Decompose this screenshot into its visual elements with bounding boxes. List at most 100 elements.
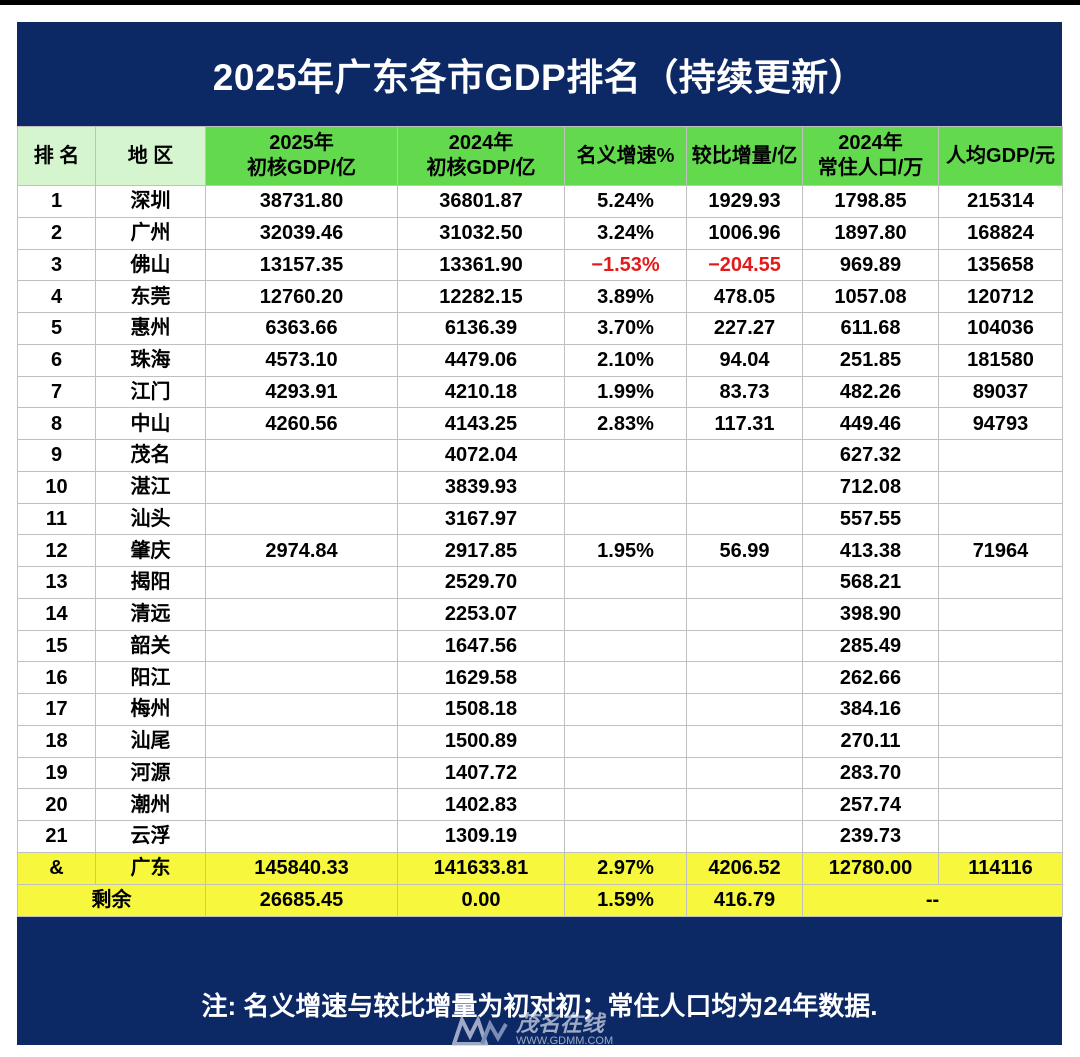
cell-rank: 10 [17, 470, 96, 504]
cell-gdp-2024: 2917.85 [397, 534, 565, 567]
cell-increase [686, 597, 803, 631]
cell-gdp-2024: 4072.04 [397, 439, 565, 472]
cell-gdp-2024: 31032.50 [397, 216, 565, 250]
cell-increase: 83.73 [686, 375, 803, 409]
cell-gdp-2025 [205, 470, 398, 504]
cell-population: 1057.08 [802, 280, 939, 313]
remainder-row: 剩余 26685.45 0.00 1.59% 416.79 -- [17, 883, 1063, 917]
table-row: 13 揭阳 2529.70 568.21 [17, 566, 1063, 599]
cell-growth: 3.70% [564, 312, 687, 345]
cell-population: 712.08 [802, 470, 939, 504]
header-population-line2: 常住人口/万 [817, 157, 924, 179]
watermark-url: WWW.GDMM.COM [516, 1035, 614, 1047]
cell-population: 449.46 [802, 407, 939, 440]
table-row: 18 汕尾 1500.89 270.11 [17, 724, 1063, 758]
cell-population: 285.49 [802, 629, 939, 663]
cell-growth [564, 597, 687, 631]
cell-per-capita: 104036 [938, 312, 1063, 345]
cell-region: 江门 [95, 375, 206, 409]
cell-gdp-2024: 1402.83 [397, 788, 565, 821]
header-rank: 排 名 [17, 126, 96, 186]
cell-rank: 12 [17, 534, 96, 567]
cell-per-capita [938, 724, 1063, 758]
cell-gdp-2025: 4573.10 [205, 343, 398, 377]
cell-gdp-2025 [205, 788, 398, 821]
cell-growth [564, 566, 687, 599]
cell-increase: 478.05 [686, 280, 803, 313]
top-border-line [0, 0, 1080, 5]
cell-region: 中山 [95, 407, 206, 440]
remainder-gdp-2024: 0.00 [397, 883, 565, 917]
cell-region: 韶关 [95, 629, 206, 663]
cell-gdp-2025 [205, 566, 398, 599]
cell-increase: 1929.93 [686, 185, 803, 218]
header-population-line1: 2024年 [838, 132, 903, 154]
table-row: 7 江门 4293.91 4210.18 1.99% 83.73 482.26 89037 [17, 375, 1063, 409]
cell-region: 茂名 [95, 439, 206, 472]
cell-per-capita [938, 597, 1063, 631]
footnote: 注: 名义增速与较比增量为初对初；常住人口均为24年数据. [201, 991, 878, 1021]
cell-population: 283.70 [802, 756, 939, 790]
cell-population: 1897.80 [802, 216, 939, 250]
cell-population: 251.85 [802, 343, 939, 377]
cell-growth [564, 788, 687, 821]
cell-growth [564, 724, 687, 758]
watermark: 茂名在线 WWW.GDMM.COM [452, 1013, 613, 1047]
cell-gdp-2024: 2529.70 [397, 566, 565, 599]
cell-gdp-2025 [205, 693, 398, 726]
cell-rank: 5 [17, 312, 96, 345]
cell-rank: 21 [17, 820, 96, 853]
cell-region: 汕头 [95, 502, 206, 536]
table-row: 12 肇庆 2974.84 2917.85 1.95% 56.99 413.38 71964 [17, 534, 1063, 567]
cell-population: 270.11 [802, 724, 939, 758]
cell-region: 珠海 [95, 343, 206, 377]
cell-rank: 19 [17, 756, 96, 790]
cell-gdp-2025: 4293.91 [205, 375, 398, 409]
cell-region: 梅州 [95, 693, 206, 726]
table-row: 11 汕头 3167.97 557.55 [17, 502, 1063, 536]
cell-population: 1798.85 [802, 185, 939, 218]
cell-gdp-2024: 13361.90 [397, 248, 565, 282]
cell-population: 384.16 [802, 693, 939, 726]
watermark-name: 茂名在线 [516, 1011, 605, 1036]
cell-region: 惠州 [95, 312, 206, 345]
cell-increase [686, 820, 803, 853]
cell-increase: −204.55 [686, 248, 803, 282]
total-row: & 广东 145840.33 141633.81 2.97% 4206.52 1… [17, 851, 1063, 885]
cell-gdp-2025: 13157.35 [205, 248, 398, 282]
cell-rank: 11 [17, 502, 96, 536]
cell-gdp-2025: 4260.56 [205, 407, 398, 440]
cell-increase: 227.27 [686, 312, 803, 345]
cell-population: 239.73 [802, 820, 939, 853]
cell-rank: 17 [17, 693, 96, 726]
cell-growth: 2.83% [564, 407, 687, 440]
header-increase: 较比增量/亿 [686, 126, 803, 186]
cell-growth: 1.99% [564, 375, 687, 409]
cell-rank: 14 [17, 597, 96, 631]
cell-rank: 6 [17, 343, 96, 377]
header-gdp-2024: 2024年 初核GDP/亿 [397, 126, 565, 186]
cell-region: 汕尾 [95, 724, 206, 758]
cell-gdp-2025: 38731.80 [205, 185, 398, 218]
cell-rank: 7 [17, 375, 96, 409]
cell-gdp-2024: 1508.18 [397, 693, 565, 726]
cell-increase [686, 502, 803, 536]
cell-region: 湛江 [95, 470, 206, 504]
cell-increase [686, 470, 803, 504]
cell-population: 611.68 [802, 312, 939, 345]
cell-per-capita [938, 470, 1063, 504]
table-row: 16 阳江 1629.58 262.66 [17, 661, 1063, 694]
cell-gdp-2025 [205, 597, 398, 631]
cell-population: 482.26 [802, 375, 939, 409]
table-row: 10 湛江 3839.93 712.08 [17, 470, 1063, 504]
cell-increase: 94.04 [686, 343, 803, 377]
cell-population: 398.90 [802, 597, 939, 631]
table-row: 17 梅州 1508.18 384.16 [17, 693, 1063, 726]
cell-population: 627.32 [802, 439, 939, 472]
table-row: 5 惠州 6363.66 6136.39 3.70% 227.27 611.68 104036 [17, 312, 1063, 345]
cell-rank: 15 [17, 629, 96, 663]
cell-growth [564, 693, 687, 726]
cell-region: 肇庆 [95, 534, 206, 567]
cell-growth [564, 502, 687, 536]
cell-growth [564, 470, 687, 504]
